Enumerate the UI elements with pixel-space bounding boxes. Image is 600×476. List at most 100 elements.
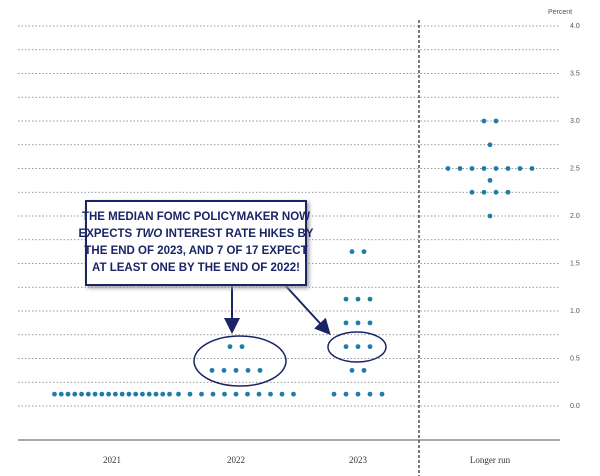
dot: [257, 367, 263, 373]
dot: [343, 320, 349, 326]
dot: [99, 391, 105, 397]
annotation-text: THE END OF 2023, AND 7 OF 17 EXPECT: [84, 245, 307, 257]
x-tick-label: 2022: [227, 455, 245, 465]
dot: [469, 166, 475, 171]
dot: [256, 391, 262, 397]
arrow: [283, 283, 331, 335]
dot: [245, 391, 250, 397]
dot: [331, 391, 337, 397]
dot: [209, 367, 215, 373]
annotation-line: THE END OF 2023, AND 7 OF 17 EXPECT: [84, 245, 307, 257]
dot: [233, 391, 239, 397]
dot: [469, 189, 475, 195]
dot: [355, 391, 361, 397]
dot: [133, 391, 139, 397]
dot: [79, 391, 84, 397]
dot: [187, 391, 193, 397]
dot: [355, 296, 361, 302]
dot: [343, 344, 349, 350]
dot: [239, 344, 245, 350]
dot: [160, 391, 166, 397]
annotation-box: [85, 200, 307, 286]
dot: [58, 391, 64, 397]
dot: [493, 166, 499, 171]
annotation-text: INTEREST RATE HIKES BY: [162, 228, 314, 240]
dot: [245, 367, 251, 373]
dot: [146, 391, 152, 397]
y-tick-label: 0.5: [570, 355, 580, 362]
annotation-text: TWO: [135, 228, 162, 240]
annotation-line: EXPECTS TWO INTEREST RATE HIKES BY: [79, 228, 314, 240]
y-tick-label: 3.0: [570, 118, 580, 125]
y-tick-label: 1.5: [570, 260, 580, 267]
y-tick-label: 4.0: [570, 23, 580, 30]
dot: [343, 391, 349, 397]
annotation-text: THE MEDIAN FOMC POLICYMAKER NOW: [82, 211, 310, 223]
y-tick-label: 2.5: [570, 165, 580, 172]
dot: [227, 344, 233, 350]
dot: [355, 344, 361, 350]
x-tick-label: 2021: [103, 455, 121, 465]
dot: [65, 391, 71, 397]
x-tick-label: Longer run: [470, 455, 511, 465]
dot: [221, 367, 227, 373]
dot: [379, 391, 385, 397]
dot: [349, 367, 355, 373]
dot: [167, 391, 172, 397]
dot: [52, 391, 57, 397]
dot: [291, 391, 296, 397]
dot: [505, 189, 511, 195]
dot: [140, 391, 145, 397]
annotation-line: THE MEDIAN FOMC POLICYMAKER NOW: [82, 211, 310, 223]
dot: [92, 391, 98, 397]
annotation-line: AT LEAST ONE BY THE END OF 2022!: [92, 262, 300, 274]
highlight-ellipse: [327, 331, 387, 363]
dot: [279, 391, 285, 397]
dot: [487, 177, 493, 183]
dot: [153, 391, 159, 397]
y-tick-label: 3.5: [570, 70, 580, 77]
dot: [126, 391, 132, 397]
dot: [445, 166, 451, 171]
dot: [505, 166, 511, 171]
dot: [367, 344, 373, 350]
dot: [367, 320, 373, 326]
dot: [481, 189, 487, 195]
annotation-text: AT LEAST ONE BY THE END OF 2022!: [92, 262, 300, 274]
dot: [367, 391, 373, 397]
dot: [361, 367, 367, 373]
dot: [487, 213, 493, 219]
axis-label: Percent: [548, 9, 572, 16]
y-tick-label: 0.0: [570, 403, 580, 410]
dot: [367, 296, 373, 302]
dot: [343, 296, 349, 302]
dot: [222, 391, 227, 397]
dot: [487, 142, 493, 148]
dot: [119, 391, 125, 397]
dot: [493, 189, 499, 195]
dot: [349, 249, 355, 255]
dot: [481, 166, 487, 171]
annotation-text: EXPECTS: [79, 228, 136, 240]
dot: [72, 391, 78, 397]
dot: [529, 166, 535, 171]
dot: [85, 391, 91, 397]
dot: [355, 320, 361, 326]
dot: [457, 166, 463, 171]
y-tick-label: 1.0: [570, 308, 580, 315]
dot: [112, 391, 118, 397]
dot: [361, 249, 367, 255]
dot: [517, 166, 523, 171]
x-tick-label: 2023: [349, 455, 368, 465]
dot: [176, 391, 181, 397]
dot: [481, 118, 487, 124]
dot: [233, 367, 239, 373]
dot: [106, 391, 112, 397]
dot: [199, 391, 204, 397]
dot: [268, 391, 273, 397]
dot: [210, 391, 216, 397]
y-tick-label: 2.0: [570, 213, 580, 220]
highlight-ellipse: [193, 335, 287, 387]
dot: [493, 118, 499, 124]
